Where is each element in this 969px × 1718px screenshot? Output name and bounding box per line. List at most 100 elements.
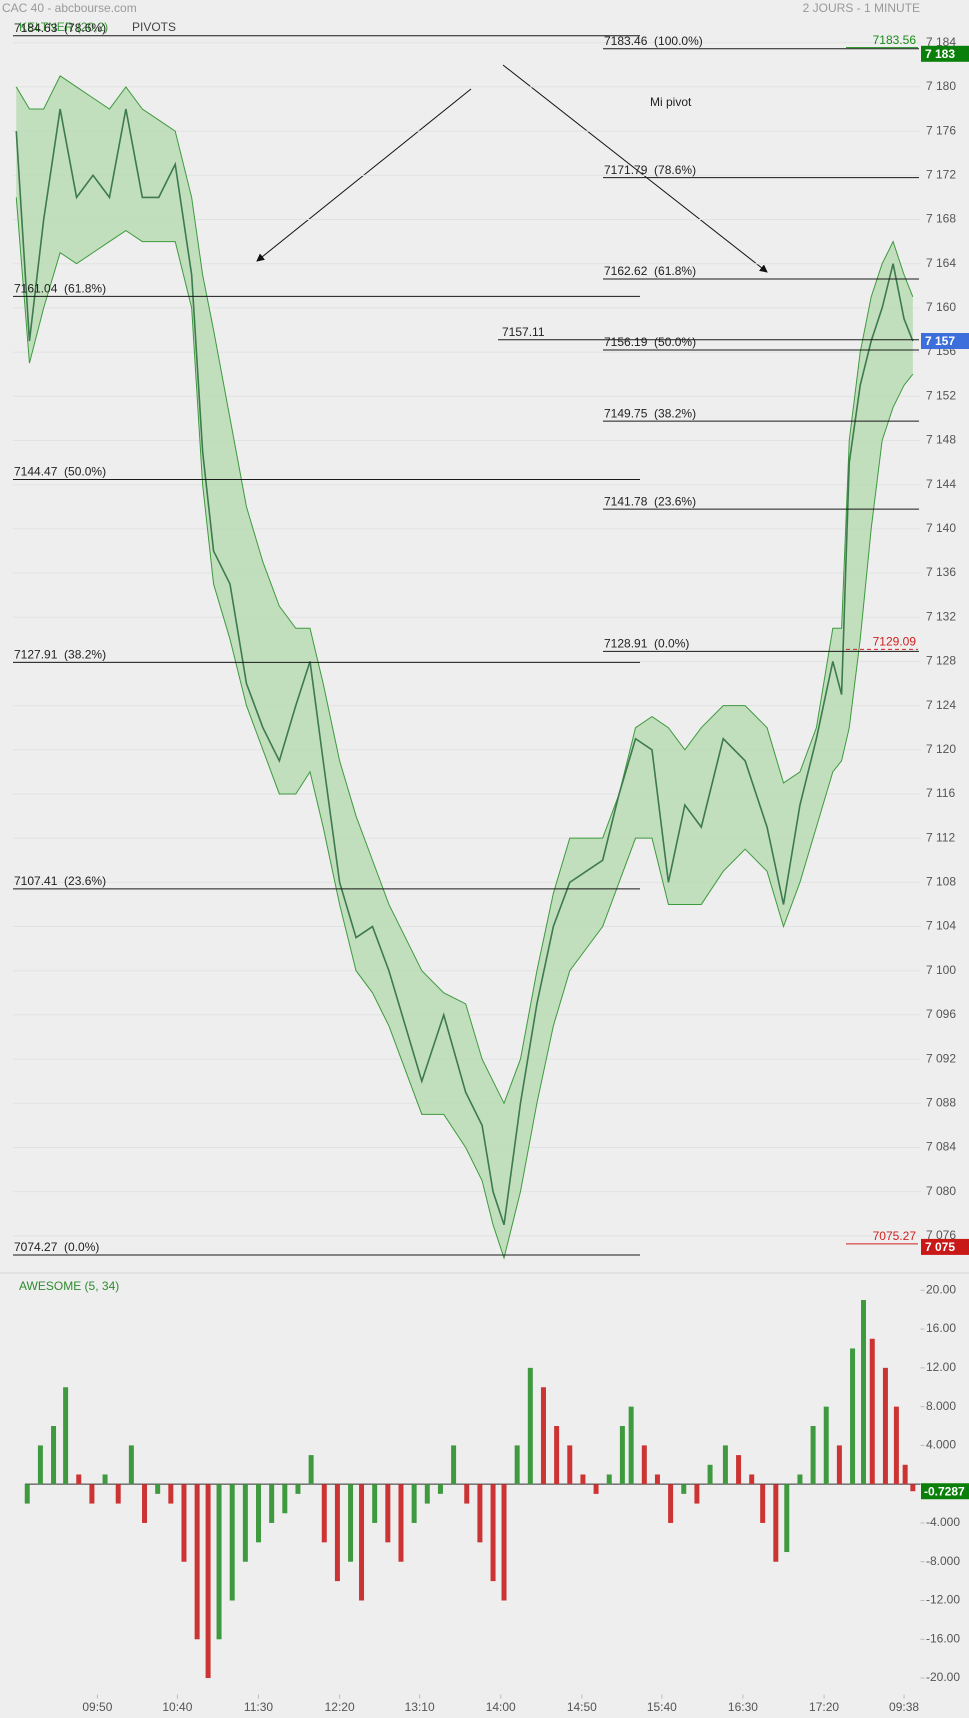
bar (773, 1484, 779, 1562)
bar (527, 1367, 533, 1485)
bar (321, 1484, 327, 1543)
bar (256, 1484, 262, 1543)
bar (882, 1367, 888, 1485)
y-tick-label: 16.00 (926, 1321, 956, 1335)
y-tick-label: 7 172 (926, 167, 956, 181)
bar (628, 1406, 634, 1485)
x-tick-label: 11:30 (244, 1700, 273, 1714)
bar (194, 1484, 200, 1640)
y-tick-label: 7 132 (926, 609, 956, 623)
bar (51, 1426, 57, 1485)
bar (216, 1484, 222, 1640)
bar (181, 1484, 187, 1562)
y-tick-label: 7 168 (926, 212, 956, 226)
bar (411, 1484, 417, 1523)
x-tick-label: 09:38 (889, 1700, 919, 1714)
y-tick-label: 7 140 (926, 521, 956, 535)
y-tick-label: 7 100 (926, 963, 956, 977)
bar (269, 1484, 275, 1523)
bar (823, 1406, 829, 1485)
fib-label: 7128.91 (0.0%) (604, 637, 689, 651)
bar (580, 1474, 586, 1485)
marker-label: 7129.09 (873, 635, 917, 649)
fib-label: 7149.75 (38.2%) (604, 406, 696, 420)
price-tag (921, 333, 969, 350)
bar (749, 1474, 755, 1485)
bar (37, 1445, 43, 1485)
y-tick-label: 20.00 (926, 1282, 956, 1296)
bar (861, 1299, 867, 1485)
y-tick-label: 7 088 (926, 1095, 956, 1109)
y-tick-label: 7 084 (926, 1140, 956, 1154)
bar (334, 1484, 340, 1582)
price-tag (921, 45, 969, 62)
y-tick-label: 7 148 (926, 433, 956, 447)
bar (514, 1445, 520, 1485)
bar (869, 1338, 875, 1485)
y-tick-label: 7 124 (926, 698, 956, 712)
y-tick-label: 7 108 (926, 875, 956, 889)
bar (554, 1426, 560, 1485)
y-tick-label: 7 128 (926, 654, 956, 668)
fib-label: 7162.62 (61.8%) (604, 264, 696, 278)
bar (694, 1484, 700, 1504)
bar (168, 1484, 174, 1504)
price-tag-label: 7 183 (925, 47, 955, 61)
bar (359, 1484, 365, 1601)
x-tick-label: 17:20 (809, 1700, 839, 1714)
bar (501, 1484, 507, 1601)
bar (654, 1474, 660, 1485)
y-tick-label: 12.00 (926, 1360, 956, 1374)
x-tick-label: 10:40 (162, 1700, 192, 1714)
bar (567, 1445, 573, 1485)
fib-label: 7127.91 (38.2%) (14, 648, 106, 662)
bar (641, 1445, 647, 1485)
fib-label: 7107.41 (23.6%) (14, 874, 106, 888)
bar (902, 1464, 908, 1485)
bar (155, 1484, 161, 1494)
marker-label: 7183.56 (873, 33, 917, 47)
y-tick-label: 7 112 (926, 830, 955, 844)
band-upper (15, 75, 914, 1105)
chart-title: CAC 40 - abcbourse.com (2, 1, 137, 15)
bar (295, 1484, 301, 1494)
bar (893, 1406, 899, 1485)
price-tag-label: 7 157 (925, 334, 955, 348)
bar (115, 1484, 121, 1504)
y-tick-label: 7 080 (926, 1184, 956, 1198)
fib-label: 7171.79 (78.6%) (604, 163, 696, 177)
bar (102, 1474, 108, 1485)
bar (784, 1484, 790, 1553)
x-tick-label: 13:10 (405, 1700, 435, 1714)
bar (593, 1484, 599, 1494)
bar (205, 1484, 211, 1679)
bar (464, 1484, 470, 1504)
bar (606, 1474, 612, 1485)
y-tick-label: 7 136 (926, 565, 956, 579)
value-tag-label: -0.7287 (924, 1484, 965, 1498)
bar (490, 1484, 496, 1582)
fib-label: 7161.04 (61.8%) (14, 282, 106, 296)
bar (398, 1484, 404, 1562)
y-tick-label: 7 152 (926, 388, 956, 402)
bar (707, 1464, 713, 1485)
bar (797, 1474, 803, 1485)
arrow (502, 64, 768, 273)
bar (477, 1484, 483, 1543)
bar (385, 1484, 391, 1543)
band-label: KELTNER (20,2) (19, 20, 108, 34)
x-tick-label: 15:40 (647, 1700, 677, 1714)
bar (24, 1484, 30, 1504)
x-tick-label: 16:30 (728, 1700, 758, 1714)
x-tick-label: 09:50 (82, 1700, 112, 1714)
bar (242, 1484, 248, 1562)
marker-label: 7075.27 (873, 1229, 917, 1243)
price-line (15, 108, 914, 1226)
bar (424, 1484, 430, 1504)
bar (722, 1445, 728, 1485)
bar (128, 1445, 134, 1485)
bar (681, 1484, 687, 1494)
